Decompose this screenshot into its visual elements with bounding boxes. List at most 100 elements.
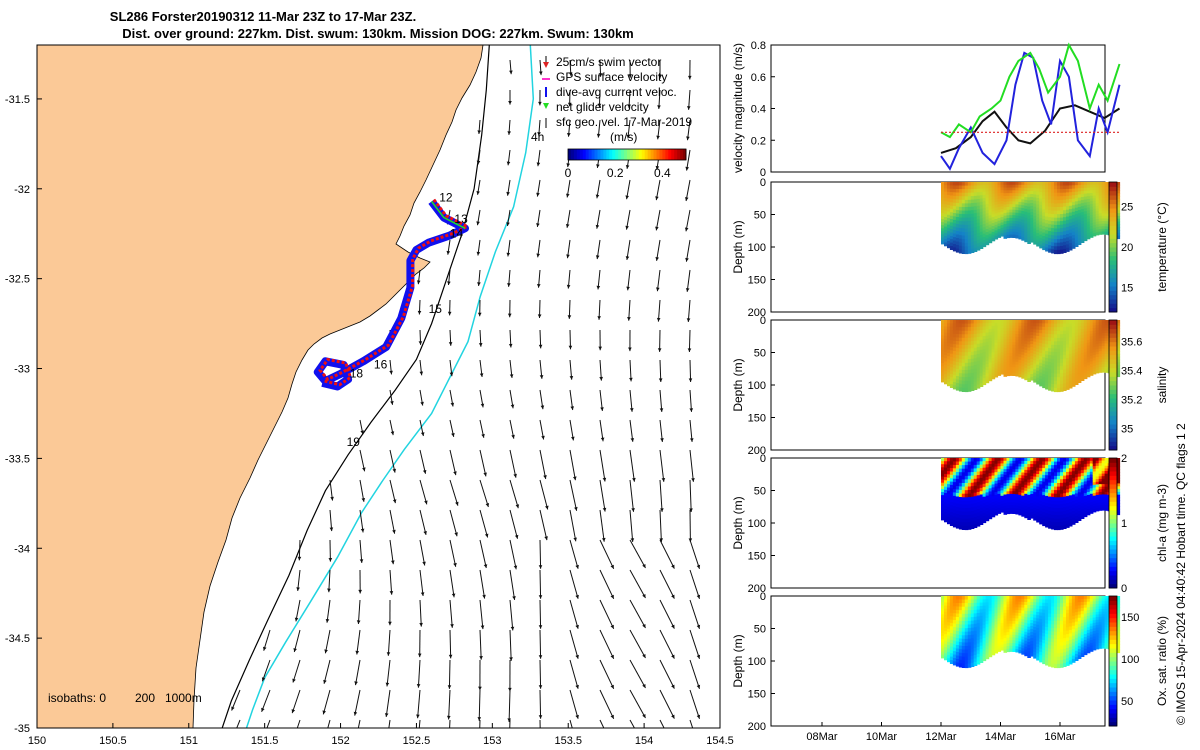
section-cell — [1048, 245, 1052, 250]
section-cell — [988, 329, 993, 333]
section-cell — [1015, 212, 1019, 217]
current-vector-head — [671, 654, 675, 659]
section-cell — [1042, 209, 1046, 213]
section-cell — [1116, 365, 1121, 369]
section-cell — [1021, 616, 1025, 620]
section-cell — [1066, 320, 1070, 325]
section-cell — [1021, 639, 1025, 643]
section-cell — [958, 497, 963, 502]
section-cell — [958, 599, 963, 604]
current-vector-head — [261, 707, 265, 712]
section-cell — [1048, 514, 1052, 519]
section-cell — [970, 351, 975, 356]
section-cell — [1080, 362, 1085, 366]
section-cell — [1101, 484, 1106, 488]
section-cell — [1018, 492, 1022, 496]
section-cell — [958, 369, 963, 374]
current-vector — [689, 629, 700, 659]
section-cell — [982, 608, 987, 613]
section-cell — [979, 471, 984, 476]
section-cell — [1077, 501, 1082, 506]
section-cell — [964, 483, 969, 488]
section-cell — [1066, 199, 1070, 204]
section-cell — [967, 599, 972, 604]
section-cell — [1104, 200, 1109, 204]
section-cell — [1116, 489, 1121, 493]
section-cell — [1036, 380, 1040, 385]
section-cell — [1104, 484, 1109, 488]
section-cell — [1042, 468, 1046, 473]
section-cell — [1045, 485, 1049, 490]
section-cell — [1042, 478, 1046, 483]
section-cell — [949, 606, 954, 611]
section-cell — [991, 205, 996, 209]
section-cell — [1003, 339, 1008, 344]
section-cell — [949, 192, 954, 197]
section-cell — [1089, 206, 1094, 211]
section-cell — [1101, 458, 1106, 462]
section-cell — [958, 511, 963, 516]
section-cell — [1030, 200, 1034, 204]
section-cell — [1054, 468, 1058, 473]
section-cell — [994, 460, 999, 465]
section-cell — [1101, 489, 1106, 493]
section-cell — [1116, 215, 1121, 220]
section-cell — [947, 205, 951, 209]
section-cell — [1024, 235, 1028, 240]
section-cell — [961, 327, 966, 332]
section-cell — [1083, 369, 1088, 374]
section-cell — [1024, 188, 1028, 192]
section-cell — [1021, 213, 1025, 218]
section-cell — [1048, 238, 1052, 243]
section-cell — [1077, 213, 1082, 217]
section-cell — [1071, 514, 1076, 519]
section-cell — [1000, 623, 1005, 627]
section-cell — [982, 461, 987, 465]
current-vector-head — [598, 346, 602, 351]
section-cell — [1045, 502, 1049, 507]
section-cell — [991, 340, 996, 345]
section-cell — [979, 376, 984, 381]
section-cell — [1071, 382, 1076, 387]
section-cell — [1095, 322, 1100, 326]
section-cell — [1021, 340, 1025, 344]
section-cell — [973, 630, 978, 635]
section-cell — [994, 193, 999, 197]
section-cell — [944, 631, 948, 635]
section-cell — [1095, 357, 1100, 361]
section-cell — [976, 233, 981, 237]
current-vector-head — [506, 161, 511, 166]
current-vector-head — [575, 654, 579, 659]
section-ytick-label: 100 — [748, 518, 766, 530]
section-cell — [1116, 370, 1121, 375]
section-cell — [947, 237, 951, 242]
section-cell — [1060, 182, 1064, 187]
section-cell — [1033, 378, 1037, 383]
section-cell — [988, 491, 993, 495]
section-cell — [964, 249, 969, 255]
section-cell — [979, 366, 984, 371]
section-cell — [994, 596, 999, 600]
section-cell — [1098, 505, 1103, 509]
section-cell — [1015, 207, 1019, 211]
section-cell — [944, 229, 948, 234]
section-colorbar-cell — [1109, 540, 1117, 546]
current-vector-head — [697, 745, 700, 749]
section-cell — [1101, 322, 1106, 326]
section-cell — [1068, 384, 1073, 389]
current-vector-head — [476, 160, 481, 165]
section-cell — [1012, 640, 1016, 644]
current-vector-head — [600, 437, 605, 442]
section-cell — [1086, 371, 1091, 375]
section-cell — [1060, 514, 1064, 520]
section-cell — [949, 330, 954, 335]
current-vector — [659, 509, 662, 543]
section-cell — [997, 648, 1002, 652]
section-cell — [944, 650, 948, 654]
section-cell — [976, 519, 981, 524]
section-cell — [1000, 482, 1005, 486]
section-cell — [976, 464, 981, 469]
section-cell — [961, 224, 966, 229]
section-cell — [1027, 359, 1031, 364]
section-cell — [1024, 217, 1028, 222]
